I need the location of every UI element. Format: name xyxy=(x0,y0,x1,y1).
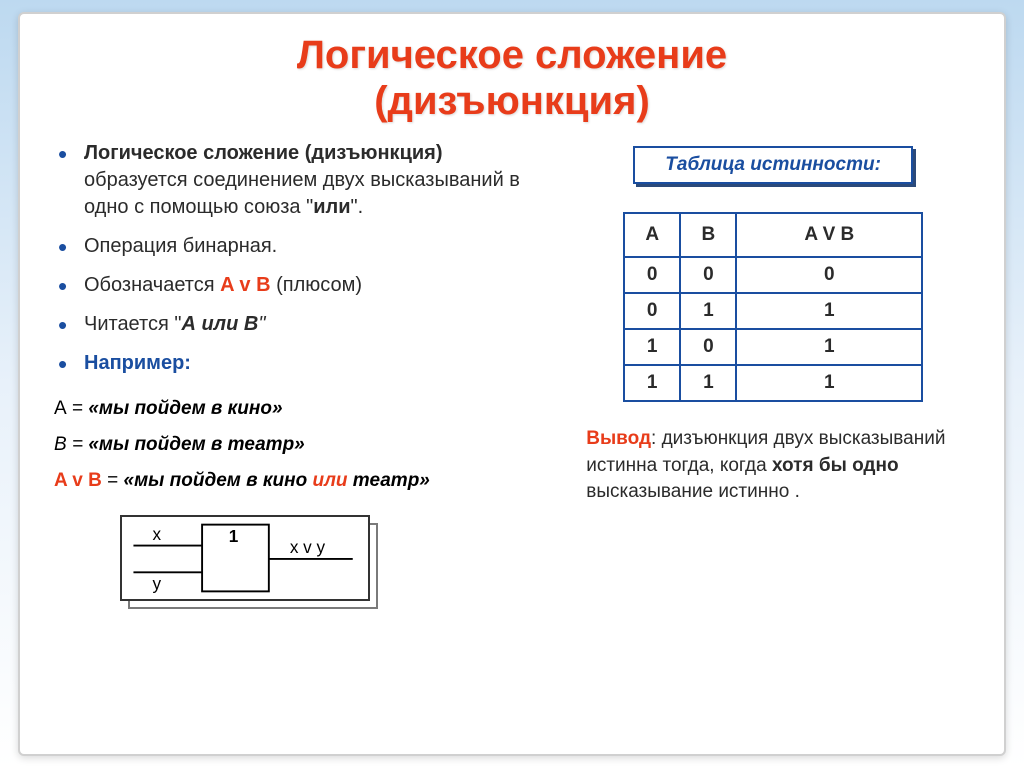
conclusion-t2: высказывание истинно . xyxy=(586,481,800,502)
th-a: A xyxy=(624,213,680,257)
ex-a-txt: «мы пойдем в кино» xyxy=(88,398,282,419)
cell: 1 xyxy=(736,293,922,329)
gate-front: x y 1 x v y xyxy=(120,515,370,601)
definition-or: или xyxy=(313,196,350,218)
ex-ab-eq: = xyxy=(102,470,124,491)
truth-table-caption: Таблица истинности: xyxy=(633,146,913,184)
notation-expr: A v B xyxy=(220,274,270,296)
definition-term: Логическое сложение (дизъюнкция) xyxy=(84,142,443,164)
logic-gate-diagram: x y 1 x v y xyxy=(118,513,398,623)
bullet-notation: Обозначается A v B (плюсом) xyxy=(84,272,546,299)
slide-card: Логическое сложение (дизъюнкция) Логичес… xyxy=(18,12,1006,756)
gate-y-label: y xyxy=(153,574,162,594)
content-row: Логическое сложение (дизъюнкция) образуе… xyxy=(54,140,970,623)
conclusion-emph: хотя бы одно xyxy=(772,455,899,476)
ex-b-lbl: В = xyxy=(54,434,88,455)
definition-tail: ". xyxy=(351,196,364,218)
title-line-2: (дизъюнкция) xyxy=(374,79,650,123)
example-b: В = «мы пойдем в театр» xyxy=(54,427,546,463)
definition-body: образуется соединением двух высказываний… xyxy=(84,169,520,218)
bullet-example: Например: xyxy=(84,350,546,377)
gate-svg: x y 1 x v y xyxy=(122,517,368,599)
left-column: Логическое сложение (дизъюнкция) образуе… xyxy=(54,140,546,623)
bullet-binary: Операция бинарная. xyxy=(84,233,546,260)
reads-pre: Читается " xyxy=(84,313,181,335)
bullet-list: Логическое сложение (дизъюнкция) образуе… xyxy=(54,140,546,377)
cell: 1 xyxy=(736,365,922,401)
right-column: Таблица истинности: A B A V B 0 0 0 0 1 … xyxy=(576,140,970,623)
truth-table: A B A V B 0 0 0 0 1 1 1 0 1 xyxy=(623,212,923,402)
cell: 0 xyxy=(680,257,736,293)
cell: 1 xyxy=(624,365,680,401)
th-avb: A V B xyxy=(736,213,922,257)
ex-ab-lbl: A v B xyxy=(54,470,102,491)
truth-table-header-row: A B A V B xyxy=(624,213,922,257)
conclusion-lead: Вывод xyxy=(586,428,651,449)
notation-post: (плюсом) xyxy=(271,274,362,296)
gate-one-label: 1 xyxy=(229,526,239,546)
cell: 0 xyxy=(624,293,680,329)
ex-b-txt: «мы пойдем в театр» xyxy=(88,434,304,455)
bullet-definition: Логическое сложение (дизъюнкция) образуе… xyxy=(84,140,546,221)
title-line-1: Логическое сложение xyxy=(297,33,727,77)
ex-ab-or: или xyxy=(312,470,347,491)
cell: 0 xyxy=(736,257,922,293)
table-row: 0 0 0 xyxy=(624,257,922,293)
ex-ab-t1: «мы пойдем в кино xyxy=(124,470,313,491)
table-row: 1 0 1 xyxy=(624,329,922,365)
examples-block: А = «мы пойдем в кино» В = «мы пойдем в … xyxy=(54,391,546,499)
table-row: 0 1 1 xyxy=(624,293,922,329)
cell: 1 xyxy=(680,365,736,401)
ex-a-lbl: А = xyxy=(54,398,88,419)
th-b: B xyxy=(680,213,736,257)
reads-post: " xyxy=(258,313,265,335)
bullet-reads: Читается "А или В" xyxy=(84,311,546,338)
table-row: 1 1 1 xyxy=(624,365,922,401)
example-label: Например: xyxy=(84,352,191,374)
gate-x-label: x xyxy=(153,524,162,544)
cell: 0 xyxy=(680,329,736,365)
notation-pre: Обозначается xyxy=(84,274,220,296)
reads-expr: А или В xyxy=(181,313,258,335)
conclusion-text: Вывод: дизъюнкция двух высказываний исти… xyxy=(576,422,970,506)
cell: 1 xyxy=(624,329,680,365)
cell: 0 xyxy=(624,257,680,293)
cell: 1 xyxy=(680,293,736,329)
gate-out-label: x v y xyxy=(290,538,326,558)
example-ab: A v B = «мы пойдем в кино или театр» xyxy=(54,463,546,499)
slide-title: Логическое сложение (дизъюнкция) xyxy=(54,32,970,124)
example-a: А = «мы пойдем в кино» xyxy=(54,391,546,427)
ex-ab-t2: театр» xyxy=(348,470,430,491)
cell: 1 xyxy=(736,329,922,365)
